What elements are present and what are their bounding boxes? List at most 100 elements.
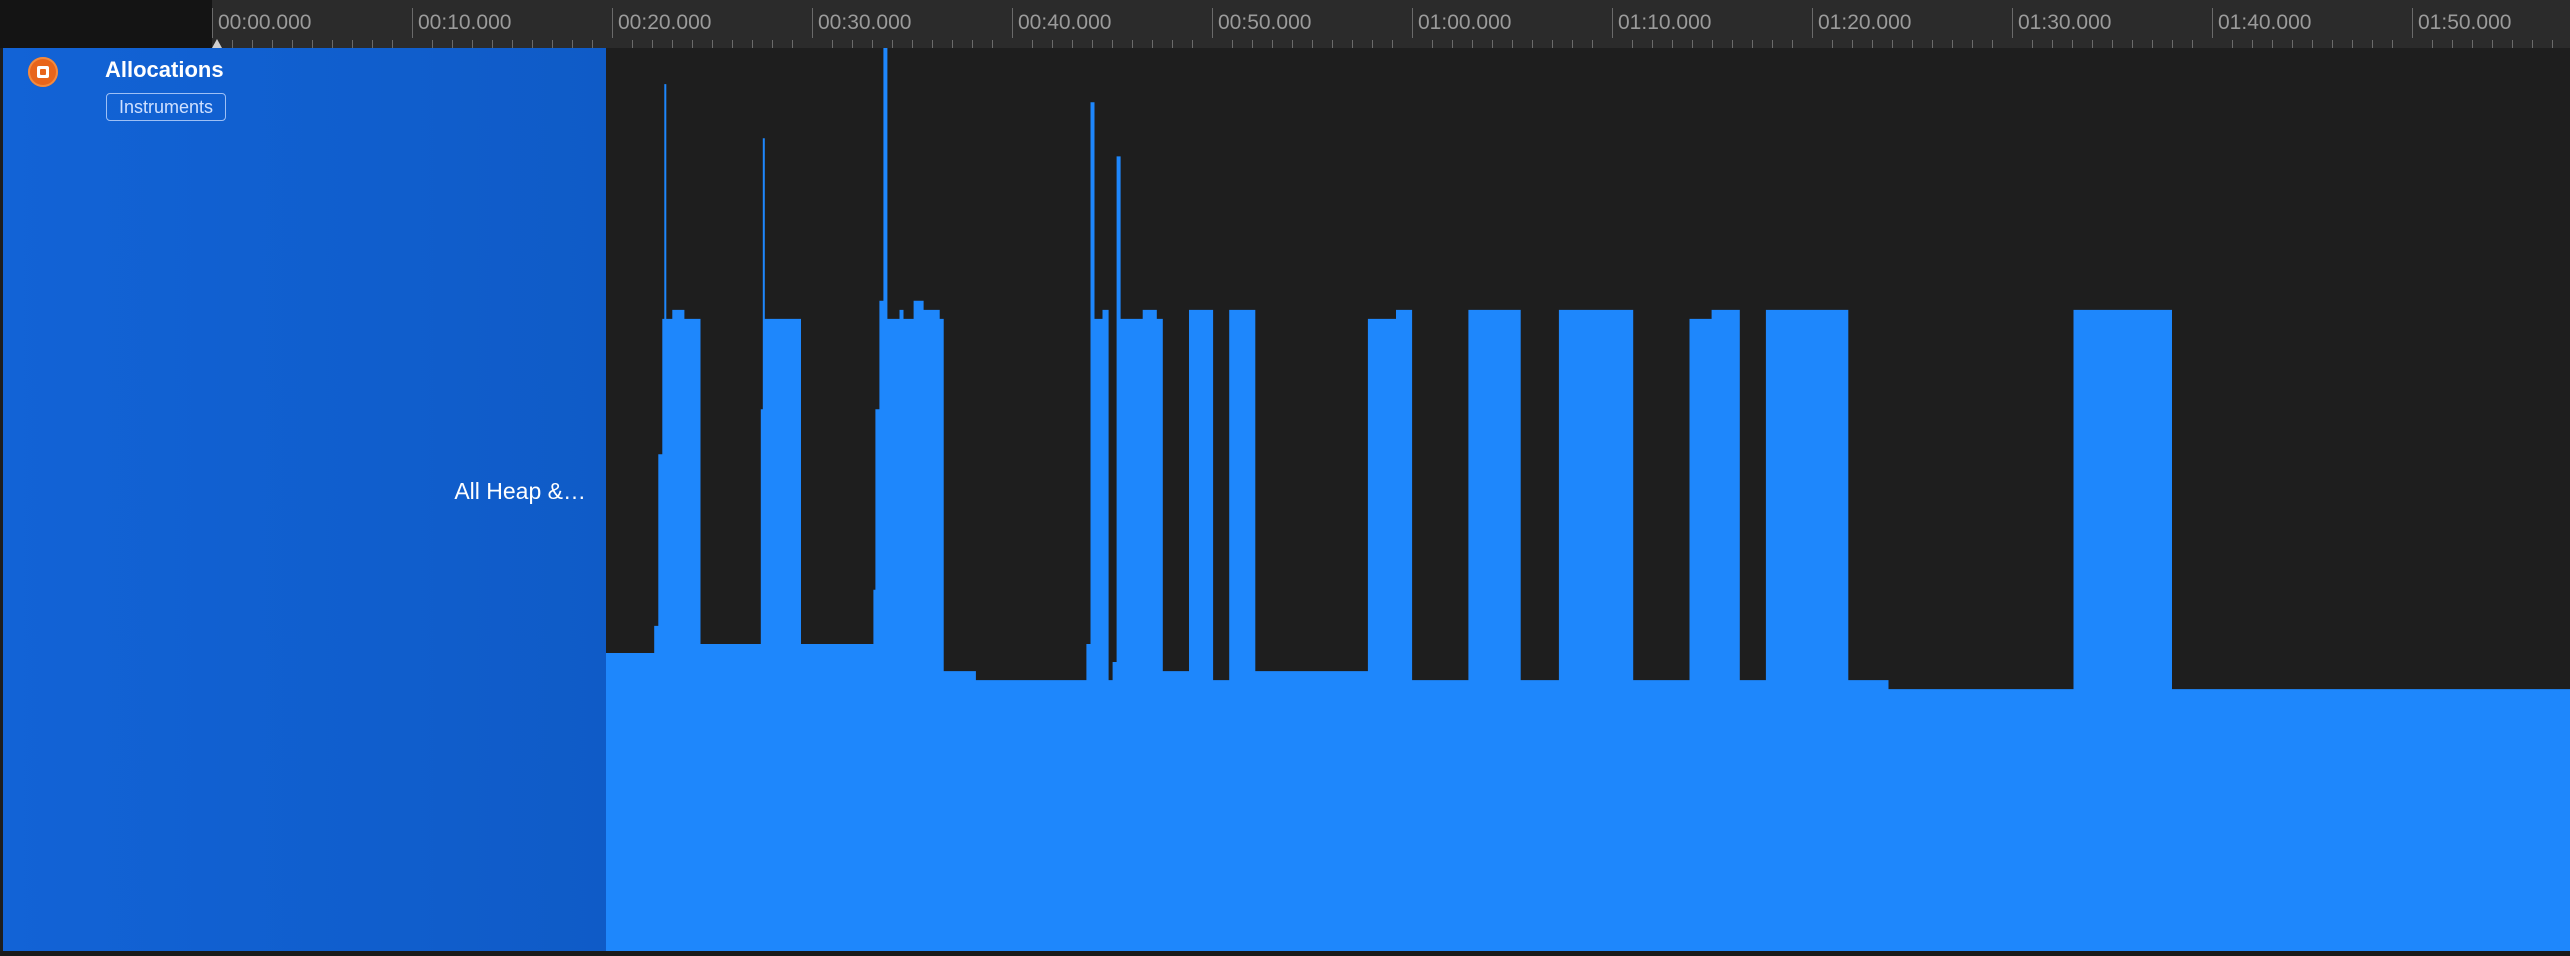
ruler-minor-tick: [1652, 40, 1653, 48]
ruler-minor-tick: [312, 40, 313, 48]
ruler-minor-tick: [2352, 40, 2353, 48]
ruler-minor-tick: [1272, 40, 1273, 48]
ruler-minor-tick: [1052, 40, 1053, 48]
ruler-spacer: [0, 0, 212, 48]
ruler-minor-tick: [2472, 40, 2473, 48]
ruler-minor-tick: [2492, 40, 2493, 48]
ruler-minor-tick: [792, 40, 793, 48]
ruler-minor-tick: [452, 40, 453, 48]
ruler-minor-tick: [1332, 40, 1333, 48]
ruler-minor-tick: [1632, 40, 1633, 48]
ruler-minor-tick: [1452, 40, 1453, 48]
ruler-minor-tick: [552, 40, 553, 48]
ruler-minor-tick: [2532, 40, 2533, 48]
ruler-minor-tick: [1712, 40, 1713, 48]
ruler-minor-tick: [1512, 40, 1513, 48]
ruler-tick-label: 01:00.000: [1412, 8, 1511, 38]
ruler-minor-tick: [972, 40, 973, 48]
ruler-minor-tick: [1992, 40, 1993, 48]
allocations-graph[interactable]: [606, 48, 2570, 951]
ruler-tick-label: 00:20.000: [612, 8, 711, 38]
ruler-minor-tick: [292, 40, 293, 48]
ruler-minor-tick: [532, 40, 533, 48]
ruler-tick-label: 00:00.000: [212, 8, 311, 38]
ruler-minor-tick: [1592, 40, 1593, 48]
ruler-minor-tick: [1432, 40, 1433, 48]
ruler-minor-tick: [1392, 40, 1393, 48]
ruler-minor-tick: [1172, 40, 1173, 48]
ruler-minor-tick: [432, 40, 433, 48]
ruler-minor-tick: [2092, 40, 2093, 48]
ruler-minor-tick: [2112, 40, 2113, 48]
allocations-icon: [28, 57, 58, 87]
ruler-minor-tick: [392, 40, 393, 48]
ruler-minor-tick: [572, 40, 573, 48]
ruler-minor-tick: [2292, 40, 2293, 48]
ruler-minor-tick: [1372, 40, 1373, 48]
ruler-minor-tick: [332, 40, 333, 48]
ruler-tick-label: 01:20.000: [1812, 8, 1911, 38]
ruler-minor-tick: [472, 40, 473, 48]
ruler-minor-tick: [272, 40, 273, 48]
ruler-minor-tick: [2552, 40, 2553, 48]
ruler-minor-tick: [1472, 40, 1473, 48]
ruler-tick-label: 00:50.000: [1212, 8, 1311, 38]
bottom-divider: [0, 951, 2570, 956]
series-label: All Heap &…: [454, 478, 586, 504]
ruler-minor-tick: [2052, 40, 2053, 48]
ruler-minor-tick: [2132, 40, 2133, 48]
ruler-minor-tick: [1732, 40, 1733, 48]
ruler-minor-tick: [352, 40, 353, 48]
ruler-minor-tick: [2072, 40, 2073, 48]
ruler-minor-tick: [2372, 40, 2373, 48]
ruler-minor-tick: [2392, 40, 2393, 48]
ruler-minor-tick: [1552, 40, 1553, 48]
ruler-minor-tick: [712, 40, 713, 48]
instrument-name: Allocations: [105, 57, 224, 82]
ruler-minor-tick: [1152, 40, 1153, 48]
ruler-minor-tick: [1252, 40, 1253, 48]
ruler-minor-tick: [852, 40, 853, 48]
ruler-minor-tick: [1872, 40, 1873, 48]
ruler-tick-label: 00:40.000: [1012, 8, 1111, 38]
ruler-minor-tick: [1492, 40, 1493, 48]
ruler-minor-tick: [1312, 40, 1313, 48]
ruler-minor-tick: [2192, 40, 2193, 48]
ruler-minor-tick: [2432, 40, 2433, 48]
ruler-minor-tick: [2172, 40, 2173, 48]
playhead-marker[interactable]: [212, 39, 222, 48]
ruler-minor-tick: [912, 40, 913, 48]
ruler-minor-tick: [1932, 40, 1933, 48]
ruler-tick-label: 00:30.000: [812, 8, 911, 38]
ruler-minor-tick: [932, 40, 933, 48]
ruler-minor-tick: [492, 40, 493, 48]
ruler-minor-tick: [1792, 40, 1793, 48]
ruler-minor-tick: [832, 40, 833, 48]
ruler-minor-tick: [772, 40, 773, 48]
ruler-minor-tick: [1772, 40, 1773, 48]
track-header[interactable]: Allocations Instruments All Heap &…: [3, 48, 606, 951]
ruler-minor-tick: [592, 40, 593, 48]
ruler-minor-tick: [892, 40, 893, 48]
allocations-track[interactable]: Allocations Instruments All Heap &…: [0, 48, 2570, 952]
ruler-minor-tick: [1352, 40, 1353, 48]
ruler-minor-tick: [2312, 40, 2313, 48]
ruler-minor-tick: [232, 40, 233, 48]
ruler-minor-tick: [1572, 40, 1573, 48]
ruler-tick-label: 01:50.000: [2412, 8, 2511, 38]
ruler-minor-tick: [1952, 40, 1953, 48]
ruler-tick-label: 01:10.000: [1612, 8, 1711, 38]
ruler-minor-tick: [2452, 40, 2453, 48]
ruler-track[interactable]: 00:00.000 00:10.000 00:20.000 00:30.000 00:4…: [212, 0, 2570, 48]
ruler-minor-tick: [2512, 40, 2513, 48]
ruler-minor-tick: [1292, 40, 1293, 48]
ruler-minor-tick: [632, 40, 633, 48]
ruler-minor-tick: [2152, 40, 2153, 48]
ruler-minor-tick: [652, 40, 653, 48]
ruler-minor-tick: [2332, 40, 2333, 48]
ruler-minor-tick: [692, 40, 693, 48]
timeline-ruler[interactable]: 00:00.000 00:10.000 00:20.000 00:30.000 00:4…: [0, 0, 2570, 49]
ruler-tick-label: 01:30.000: [2012, 8, 2111, 38]
instrument-badge: Instruments: [106, 93, 227, 121]
ruler-minor-tick: [1852, 40, 1853, 48]
